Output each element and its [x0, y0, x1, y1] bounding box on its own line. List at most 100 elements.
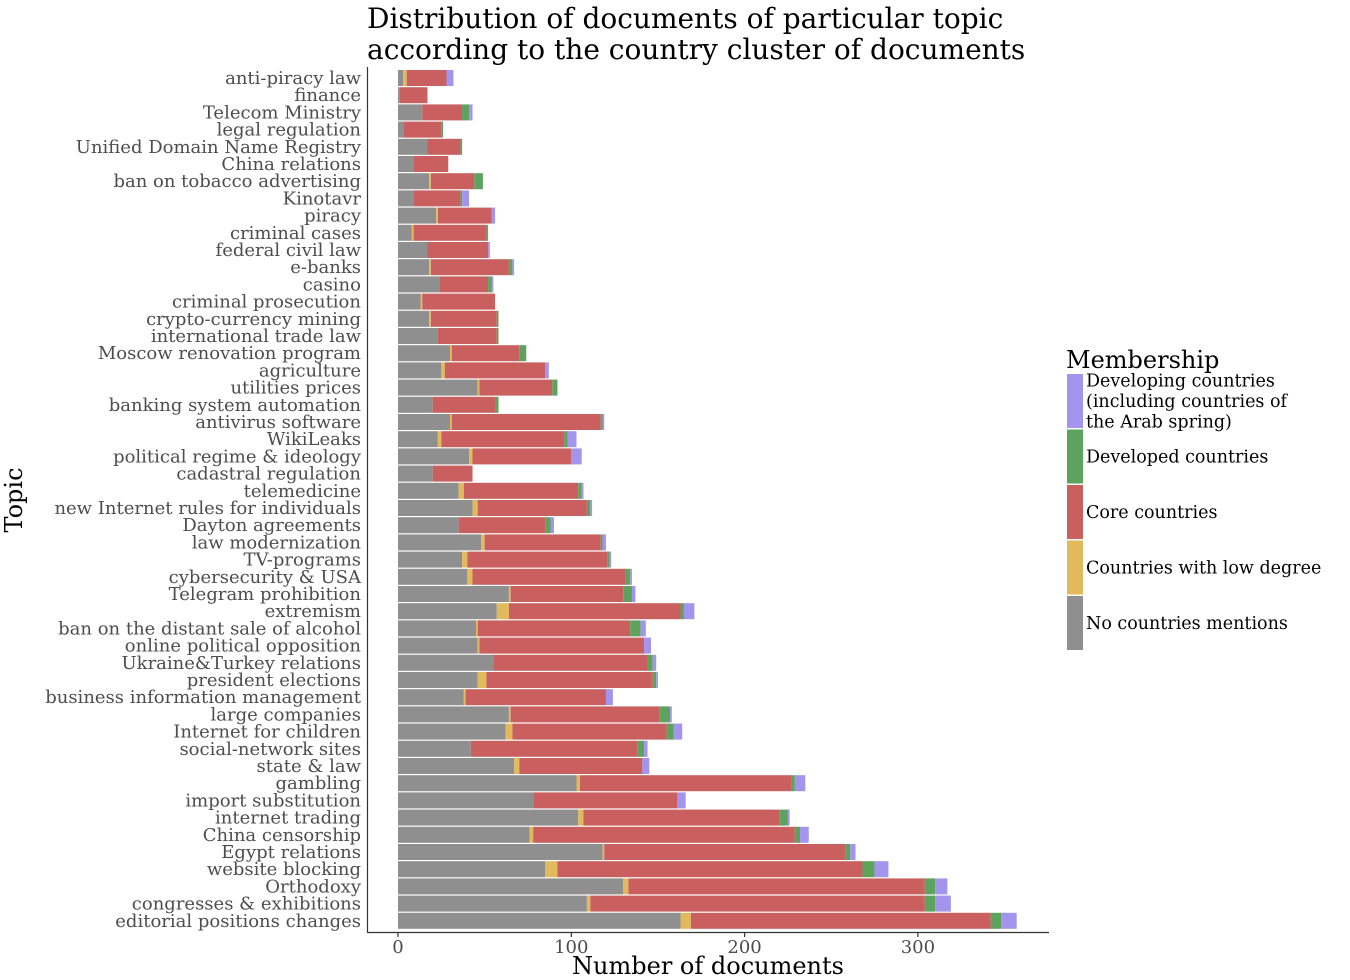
- legend-key: [1067, 485, 1083, 539]
- bar-segment: [586, 895, 591, 912]
- bar-segment: [429, 173, 431, 190]
- bar-segment: [398, 844, 603, 860]
- y-tick-label: Unified Domain Name Registry: [76, 137, 362, 158]
- y-tick-label: piracy: [304, 206, 362, 227]
- bar-segment: [398, 534, 482, 551]
- bar-segment: [432, 465, 473, 482]
- bar-segment: [533, 792, 678, 809]
- bar-segment: [481, 534, 485, 551]
- bar-segment: [399, 87, 428, 104]
- y-tick-label: banking system automation: [109, 395, 362, 416]
- bar-segment: [545, 861, 558, 878]
- bar-segment: [508, 586, 511, 602]
- bar-segment: [398, 396, 433, 413]
- bar-segment: [441, 121, 444, 138]
- bar-segment: [477, 500, 587, 516]
- y-tick-label: Orthodoxy: [265, 876, 362, 897]
- y-tick-label: online political opposition: [125, 636, 362, 657]
- bar-segment: [451, 345, 520, 362]
- bar-segment: [787, 809, 790, 826]
- y-tick-label: president elections: [187, 670, 361, 691]
- bar-segment: [683, 603, 695, 620]
- bar-segment: [652, 654, 657, 671]
- bar-segment: [477, 637, 480, 654]
- chart-title-line-2: according to the country cluster of docu…: [367, 33, 1025, 66]
- y-tick-label: social-network sites: [179, 739, 361, 760]
- bar-segment: [398, 293, 421, 310]
- bar-segment: [398, 792, 534, 809]
- y-tick-label: import substitution: [185, 790, 361, 811]
- bar-segment: [850, 844, 856, 860]
- bar-segment: [398, 482, 459, 499]
- x-tick-label: 200: [727, 937, 761, 958]
- bar-segment: [432, 396, 496, 413]
- bar-segment: [512, 259, 515, 276]
- bar-segment: [845, 844, 851, 860]
- bar-segment: [644, 637, 652, 654]
- bar-segment: [398, 568, 468, 585]
- bar-segment: [403, 70, 407, 86]
- y-tick-label: utilities prices: [230, 378, 361, 399]
- legend-label: Developed countries: [1086, 448, 1268, 468]
- bar-segment: [605, 689, 613, 706]
- bar-segment: [469, 104, 473, 121]
- bar-segment: [398, 775, 577, 792]
- legend-label: Countries with low degree: [1086, 559, 1321, 579]
- bar-segment: [496, 603, 509, 620]
- bar-segment: [458, 482, 464, 499]
- bar-segment: [791, 775, 795, 792]
- y-tick-label: Internet for children: [173, 722, 361, 743]
- bar-segment: [576, 775, 580, 792]
- bar-segment: [398, 224, 412, 241]
- bar-segment: [446, 70, 454, 86]
- bar-segment: [463, 689, 466, 706]
- bar-segment: [519, 345, 527, 362]
- bar-segment: [578, 809, 584, 826]
- y-tick-label: anti-piracy law: [225, 68, 361, 89]
- y-tick-label: legal regulation: [217, 120, 362, 141]
- bar-segment: [486, 224, 489, 241]
- bar-segment: [398, 551, 463, 568]
- y-tick-label: WikiLeaks: [267, 429, 361, 450]
- bar-segment: [508, 259, 513, 276]
- legend-label: No countries mentions: [1086, 614, 1288, 634]
- bar-segment: [579, 775, 792, 792]
- bar-segment: [510, 586, 624, 602]
- bar-segment: [604, 844, 846, 860]
- bar-segment: [398, 310, 430, 327]
- y-tick-label: business information management: [45, 687, 362, 708]
- bar-segment: [398, 87, 400, 104]
- bar-segment: [460, 190, 463, 207]
- y-tick-label: state & law: [257, 756, 362, 777]
- bar-segment: [436, 207, 438, 224]
- y-tick-label: finance: [294, 85, 361, 106]
- bar-segment: [590, 500, 593, 516]
- bar-segment: [670, 706, 672, 723]
- bar-segment: [586, 500, 591, 516]
- legend-title: Membership: [1066, 346, 1219, 374]
- y-tick-label: new Internet rules for individuals: [54, 498, 361, 519]
- y-tick-label: Telecom Ministry: [203, 102, 362, 123]
- bar-segment: [862, 861, 875, 878]
- bar-segment: [486, 672, 653, 688]
- bar-segment: [640, 620, 646, 637]
- bar-segment: [924, 895, 936, 912]
- y-tick-label: Kinotavr: [283, 188, 362, 209]
- bar-segment: [430, 173, 475, 190]
- bar-segment: [647, 654, 653, 671]
- bar-segment: [469, 448, 473, 465]
- bar-segment: [441, 431, 565, 448]
- bar-segment: [479, 379, 553, 396]
- bar-segment: [437, 431, 442, 448]
- bar-segment: [467, 551, 608, 568]
- bar-segment: [779, 809, 788, 826]
- bar-segment: [398, 207, 437, 224]
- legend-key: [1067, 429, 1083, 484]
- y-tick-label: extremism: [265, 601, 361, 622]
- y-tick-label: law modernization: [192, 532, 362, 553]
- bar-segment: [505, 723, 513, 740]
- bar-segment: [430, 310, 497, 327]
- bar-segment: [413, 190, 461, 207]
- bar-segment: [666, 723, 674, 740]
